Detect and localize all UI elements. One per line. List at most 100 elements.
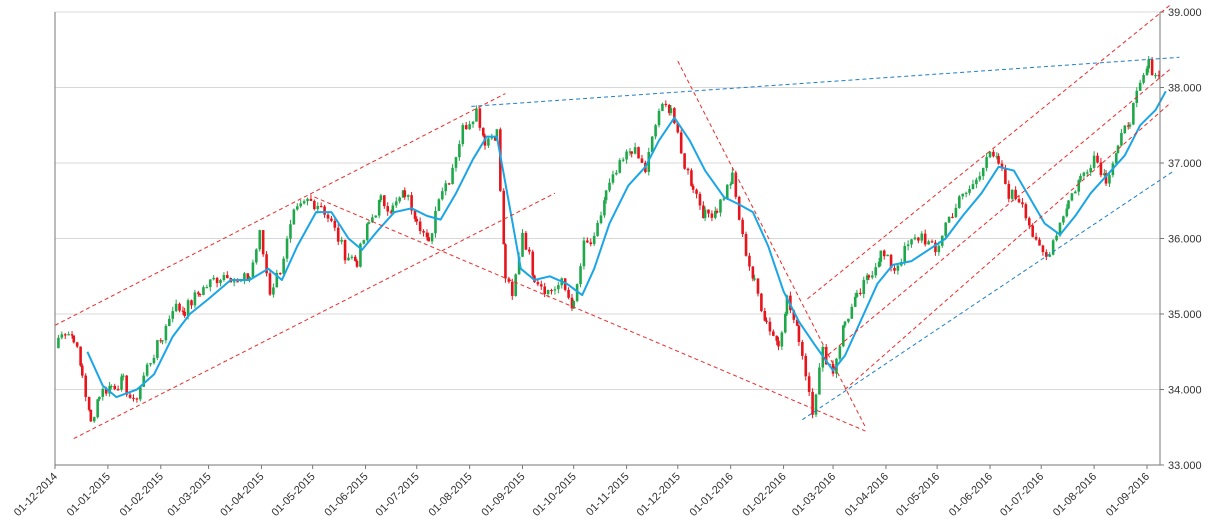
price-bar-down (570, 297, 574, 309)
y-axis-ticks: 33.000 34.000 35.000 36.000 37.000 38.000 39.0… (1160, 7, 1202, 472)
price-bar-up (783, 313, 787, 333)
price-bar-down (777, 340, 780, 347)
price-bar-up (60, 334, 64, 338)
price-bar-up (248, 277, 251, 280)
red-trendline (677, 60, 866, 428)
price-bar-down (478, 108, 482, 128)
price-bar-up (995, 156, 999, 158)
price-bar-up (430, 233, 434, 242)
price-bar-down (637, 147, 640, 159)
price-bar-down (1034, 236, 1038, 240)
red-trendline (807, 4, 1172, 300)
price-bar-up (971, 184, 975, 190)
price-bar-down (355, 260, 359, 267)
price-bar-down (1150, 59, 1154, 76)
price-bar-down (667, 104, 671, 114)
price-bar-down (673, 108, 676, 124)
price-bar-down (1004, 168, 1007, 184)
price-bar-up (579, 266, 582, 285)
gridlines (55, 11, 1160, 466)
price-bar-up (212, 277, 215, 280)
price-bars (57, 56, 1161, 423)
red-trendline (822, 68, 1172, 360)
y-tick-label: 35.000 (1168, 309, 1202, 321)
price-bar-down (425, 232, 429, 238)
price-bar-down (698, 193, 702, 206)
price-bar-up (377, 200, 381, 216)
price-bar-up (582, 240, 586, 267)
price-bar-up (475, 108, 478, 122)
price-bar-up (186, 300, 190, 316)
price-bar-down (734, 172, 738, 197)
price-bar-up (927, 241, 930, 245)
price-bar-down (1038, 239, 1041, 246)
price-bar-down (72, 335, 76, 343)
price-bar-up (850, 306, 854, 319)
price-bar-up (1108, 175, 1111, 184)
price-bar-down (536, 282, 540, 285)
price-bar-up (657, 110, 661, 126)
price-bar-down (550, 289, 553, 292)
price-bar-up (258, 230, 262, 250)
price-bar-up (394, 201, 398, 206)
price-bar-down (464, 125, 468, 130)
price-bar-up (1070, 193, 1074, 201)
price-bar-up (553, 289, 557, 291)
price-bar-down (715, 210, 719, 213)
price-bar-up (847, 318, 850, 322)
price-bar-down (336, 227, 340, 242)
price-bar-down (930, 241, 934, 243)
price-bar-down (278, 272, 282, 275)
price-bar-up (202, 287, 205, 295)
price-bar-up (599, 215, 603, 224)
price-bar-up (603, 200, 606, 216)
price-bar-down (113, 385, 117, 390)
price-bar-up (874, 267, 878, 276)
price-bar-up (988, 151, 992, 158)
price-bar-up (193, 292, 197, 306)
price-bar-up (843, 321, 847, 326)
price-bar-down (403, 190, 407, 197)
price-bar-up (913, 237, 917, 240)
price-bar-up (444, 183, 448, 192)
price-bar-up (514, 274, 517, 296)
price-bar-up (275, 272, 279, 288)
price-bar-down (867, 275, 871, 278)
price-bar-down (183, 311, 186, 316)
price-bar-up (490, 137, 494, 139)
price-bar-down (811, 391, 814, 415)
price-bar-up (961, 193, 965, 197)
price-bar-up (1048, 254, 1052, 257)
price-bar-up (156, 340, 159, 358)
price-bar-down (104, 388, 108, 394)
price-bar-down (309, 198, 313, 201)
price-bar-down (493, 137, 497, 141)
price-bar-down (1024, 204, 1028, 219)
price-bar-up (910, 239, 913, 245)
price-bar-up (1065, 208, 1069, 217)
price-bar-down (539, 284, 543, 287)
price-bar-up (374, 215, 378, 218)
price-bar-up (985, 157, 988, 168)
price-bar-down (630, 151, 634, 154)
price-bar-down (79, 346, 82, 366)
price-bar-down (702, 205, 705, 219)
price-bar-down (804, 355, 808, 377)
price-bar-down (481, 127, 485, 136)
price-bar-up (306, 198, 309, 202)
price-bar-down (744, 234, 748, 256)
price-bar-up (604, 190, 608, 201)
price-bar-up (886, 254, 889, 257)
price-bar-up (101, 388, 105, 397)
price-bar-up (289, 224, 292, 239)
price-bar-up (1051, 240, 1055, 255)
price-bar-up (434, 210, 437, 234)
axes (54, 12, 1161, 466)
price-bar-down (707, 209, 710, 214)
price-bar-up (1145, 68, 1149, 76)
price-bar-up (906, 244, 910, 247)
price-bar-down (198, 293, 202, 296)
price-bar-up (232, 281, 236, 283)
price-bar-up (302, 201, 306, 204)
